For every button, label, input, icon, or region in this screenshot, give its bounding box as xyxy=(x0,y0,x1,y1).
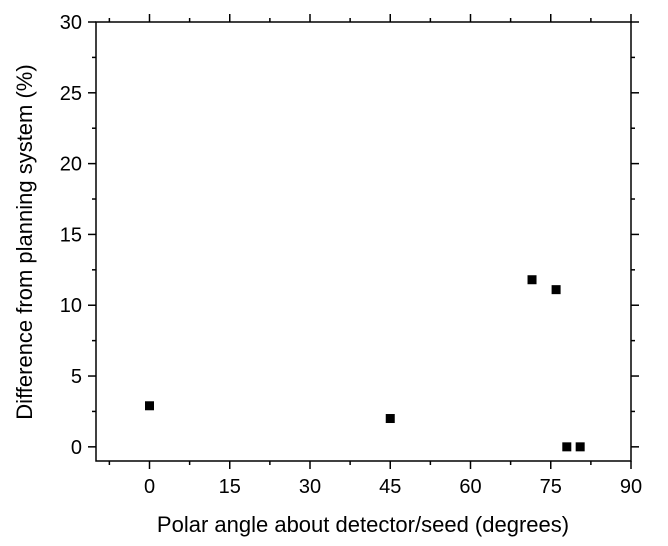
y-tick-label: 0 xyxy=(71,437,82,459)
x-tick-label: 0 xyxy=(144,476,155,498)
x-tick-label: 30 xyxy=(299,476,321,498)
x-tick-label: 60 xyxy=(459,476,481,498)
axis-ticks xyxy=(88,14,639,469)
x-axis-title: Polar angle about detector/seed (degrees… xyxy=(157,512,569,537)
x-tick-label: 15 xyxy=(219,476,241,498)
data-point xyxy=(575,442,585,452)
data-point xyxy=(385,414,395,424)
data-point xyxy=(551,285,561,295)
y-tick-label: 15 xyxy=(60,224,82,246)
y-tick-label: 30 xyxy=(60,12,82,34)
x-tick-label: 45 xyxy=(379,476,401,498)
y-tick-label: 10 xyxy=(60,295,82,317)
axis-tick-labels: 0 15 30 45 60 75 90 0 5 10 15 20 25 30 xyxy=(60,12,642,498)
data-point xyxy=(527,275,537,285)
y-axis-title: Difference from planning system (%) xyxy=(12,64,37,419)
plot-frame xyxy=(95,21,632,462)
x-tick-label: 90 xyxy=(620,476,642,498)
data-points xyxy=(145,275,585,452)
data-point xyxy=(145,401,154,411)
y-tick-label: 20 xyxy=(60,154,82,176)
data-point xyxy=(562,442,572,452)
x-tick-label: 75 xyxy=(540,476,562,498)
y-tick-label: 5 xyxy=(71,366,82,388)
y-tick-label: 25 xyxy=(60,83,82,105)
